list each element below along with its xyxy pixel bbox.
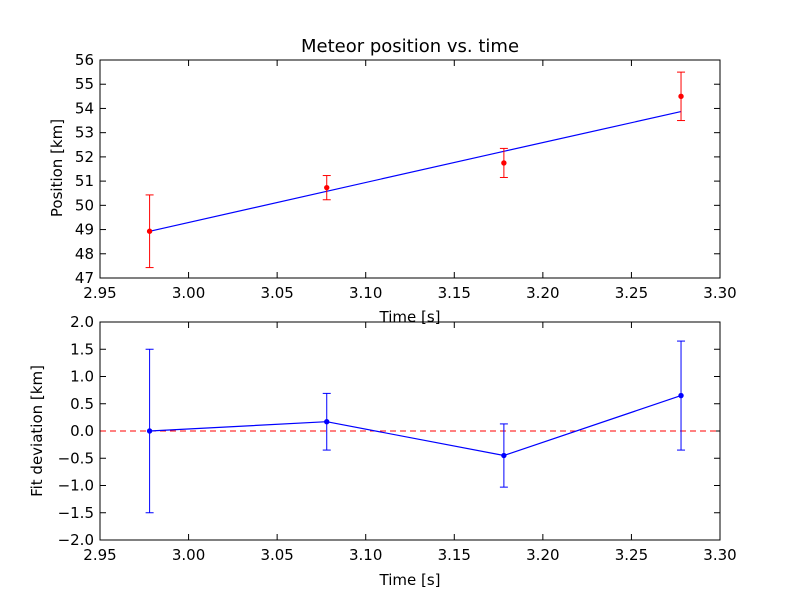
deviation-plot-xtick-label: 3.00 <box>172 546 205 564</box>
position-plot-ytick-label: 53 <box>75 124 94 142</box>
position-plot-fit-line <box>149 111 682 232</box>
deviation-plot-xtick-label: 3.10 <box>349 546 382 564</box>
position-plot-ytick-label: 51 <box>75 172 94 190</box>
deviation-plot-data-point <box>146 428 153 434</box>
position-plot-data-point <box>501 160 507 166</box>
deviation-plot-ticks: 2.95 3.00 3.05 3.10 3.15 3.20 3.25 3.30 −2.0 −1.5… <box>58 313 737 564</box>
position-plot-xtick-label: 3.15 <box>438 284 471 302</box>
position-plot-frame <box>99 59 721 279</box>
deviation-plot-xtick-label: 3.20 <box>526 546 559 564</box>
deviation-plot-marks <box>100 340 720 514</box>
position-plot-ytick-label: 55 <box>75 75 94 93</box>
deviation-plot-ytick-label: 2.0 <box>70 313 94 331</box>
position-plot-ytick-label: 52 <box>75 148 94 166</box>
deviation-plot-ytick-label: −1.5 <box>58 504 94 522</box>
position-plot-ytick-label: 49 <box>75 221 94 239</box>
deviation-plot-ytick-label: 1.5 <box>70 340 94 358</box>
position-plot-ytick-label: 47 <box>75 269 94 287</box>
deviation-plot-ytick-label: 1.0 <box>70 368 94 386</box>
deviation-plot-xtick-label: 3.25 <box>615 546 648 564</box>
deviation-plot-xtick-label: 3.30 <box>703 546 736 564</box>
position-plot-data-point <box>146 228 153 234</box>
deviation-plot-xtick-label: 3.15 <box>438 546 471 564</box>
position-plot-xtick-label: 3.10 <box>349 284 382 302</box>
deviation-plot-ytick-label: −2.0 <box>58 531 94 549</box>
deviation-plot-xlabel: Time [s] <box>379 571 441 589</box>
position-plot-xtick-label: 3.25 <box>615 284 648 302</box>
deviation-plot-data-point <box>678 392 684 399</box>
position-plot: Meteor position vs. time Position [km] T… <box>48 36 737 326</box>
deviation-plot-ylabel: Fit deviation [km] <box>28 365 46 497</box>
deviation-plot-ytick-label: −0.5 <box>58 449 94 467</box>
position-plot-xtick-label: 3.00 <box>172 284 205 302</box>
position-plot-xtick-label: 2.95 <box>83 284 116 302</box>
deviation-plot-data-point <box>501 452 507 459</box>
deviation-plot-series-line <box>149 395 682 457</box>
position-plot-data-point <box>324 184 330 191</box>
position-plot-ytick-label: 54 <box>75 99 94 117</box>
deviation-plot: Fit deviation [km] Time [s] 2.95 3.00 3.05… <box>28 313 737 589</box>
deviation-plot-frame <box>99 321 721 541</box>
deviation-plot-xtick-label: 3.05 <box>260 546 293 564</box>
deviation-plot-ytick-label: 0.0 <box>70 422 94 440</box>
position-plot-ytick-label: 48 <box>75 245 94 263</box>
deviation-plot-xtick-label: 2.95 <box>83 546 116 564</box>
position-plot-xtick-label: 3.05 <box>260 284 293 302</box>
position-plot-data-point <box>678 93 684 100</box>
deviation-plot-data-point <box>324 419 330 425</box>
deviation-plot-ytick-label: −1.0 <box>58 477 94 495</box>
position-plot-title: Meteor position vs. time <box>301 36 519 57</box>
position-plot-ytick-label: 56 <box>75 51 94 69</box>
deviation-plot-ytick-label: 0.5 <box>70 395 94 413</box>
position-plot-marks <box>145 71 686 269</box>
position-plot-ylabel: Position [km] <box>48 119 66 217</box>
position-plot-xlabel: Time [s] <box>379 308 441 326</box>
position-plot-ytick-label: 50 <box>75 196 94 214</box>
position-plot-ticks: 2.95 3.00 3.05 3.10 3.15 3.20 3.25 3.30 47 48 49 50… <box>75 51 737 302</box>
position-plot-xtick-label: 3.30 <box>703 284 736 302</box>
position-plot-xtick-label: 3.20 <box>526 284 559 302</box>
